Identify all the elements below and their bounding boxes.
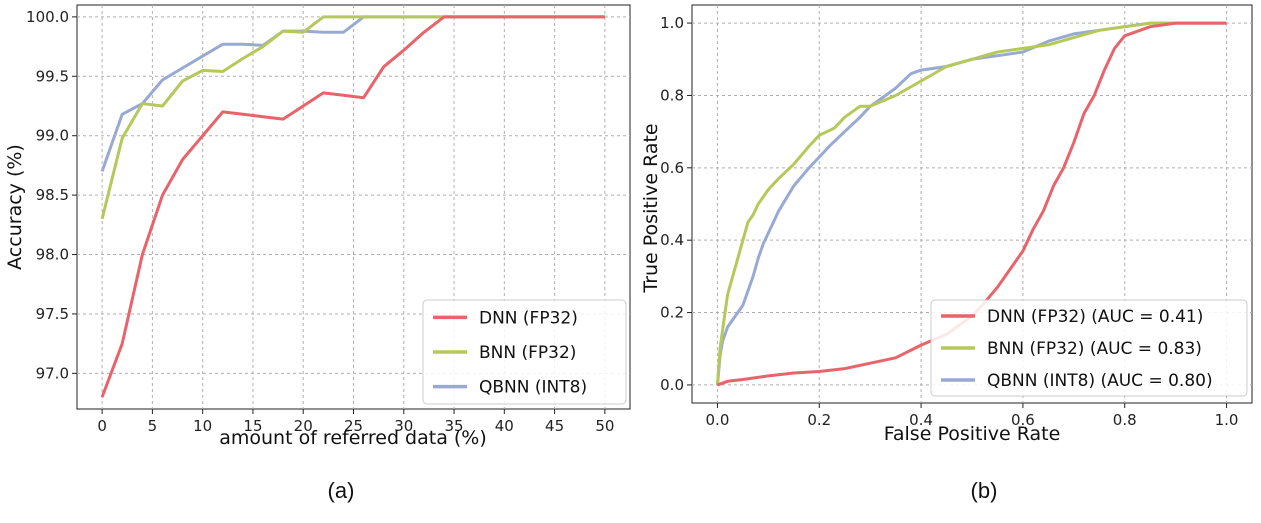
- legend-label: QBNN (INT8): [479, 378, 587, 398]
- x-tick-label: 0.6: [1011, 411, 1035, 429]
- y-tick-label: 0.0: [660, 376, 684, 394]
- x-tick-label: 20: [294, 417, 313, 435]
- y-tick-label: 0.2: [660, 304, 684, 322]
- y-tick-label: 97.0: [36, 364, 69, 382]
- x-tick-label: 0.2: [807, 411, 831, 429]
- x-tick-label: 0.4: [909, 411, 933, 429]
- legend: DNN (FP32) BNN (FP32) QBNN (INT8): [422, 299, 627, 405]
- series-line-qbnn: [716, 21, 1227, 386]
- y-tick-label: 1.0: [660, 14, 684, 32]
- caption-a: (a): [328, 478, 355, 503]
- y-tick-label: 0.4: [660, 231, 684, 249]
- x-tick-label: 25: [344, 417, 363, 435]
- legend-label: DNN (FP32) (AUC = 0.41): [987, 307, 1203, 327]
- x-tick-label: 40: [495, 417, 514, 435]
- series-line-bnn: [716, 21, 1227, 386]
- x-tick-label: 0.8: [1113, 411, 1137, 429]
- x-tick-label: 50: [595, 417, 614, 435]
- x-axis-label: amount of referred data (%): [219, 427, 487, 449]
- x-axis-label: False Positive Rate: [884, 423, 1061, 445]
- y-tick-label: 97.5: [36, 305, 69, 323]
- x-tick-label: 0.0: [706, 411, 730, 429]
- legend-label: DNN (FP32): [479, 308, 578, 328]
- y-tick-label: 99.5: [36, 67, 69, 85]
- series-line-qbnn: [100, 15, 605, 172]
- x-tick-label: 5: [148, 417, 158, 435]
- x-tick-label: 35: [444, 417, 463, 435]
- x-tick-label: 0: [97, 417, 107, 435]
- plot-frame: [691, 4, 1253, 404]
- legend-box: [930, 299, 1248, 397]
- legend-box: [422, 299, 627, 405]
- x-tick-label: 1.0: [1215, 411, 1239, 429]
- legend-label: QBNN (INT8) (AUC = 0.80): [987, 371, 1213, 391]
- series-line-dnn: [716, 21, 1227, 387]
- caption-b: (b): [971, 478, 998, 503]
- x-tick-label: 15: [243, 417, 262, 435]
- y-tick-label: 0.6: [660, 159, 684, 177]
- y-tick-label: 98.0: [36, 246, 69, 264]
- y-axis-label: True Positive Rate: [640, 123, 662, 293]
- y-tick-label: 0.8: [660, 86, 684, 104]
- x-tick-label: 45: [545, 417, 564, 435]
- chart-accuracy: 0 5 10 15 20 25 30 35 40 45 50 97.0 97.5 98.0 98.5 99.…: [4, 4, 631, 503]
- x-tick-label: 30: [394, 417, 413, 435]
- legend-label: BNN (FP32) (AUC = 0.83): [987, 339, 1202, 359]
- y-tick-label: 98.5: [36, 186, 69, 204]
- series-line-dnn: [100, 15, 605, 398]
- y-axis-label: Accuracy (%): [4, 144, 26, 270]
- y-tick-label: 99.0: [36, 127, 69, 145]
- legend-label: BNN (FP32): [479, 343, 576, 363]
- chart-roc: 0.0 0.2 0.4 0.6 0.8 1.0 0.0 0.2 0.4 0.6 0.8 1.0 Fa…: [640, 4, 1253, 503]
- legend: DNN (FP32) (AUC = 0.41) BNN (FP32) (AUC =…: [930, 299, 1248, 397]
- x-tick-label: 10: [193, 417, 212, 435]
- y-tick-label: 100.0: [26, 8, 69, 26]
